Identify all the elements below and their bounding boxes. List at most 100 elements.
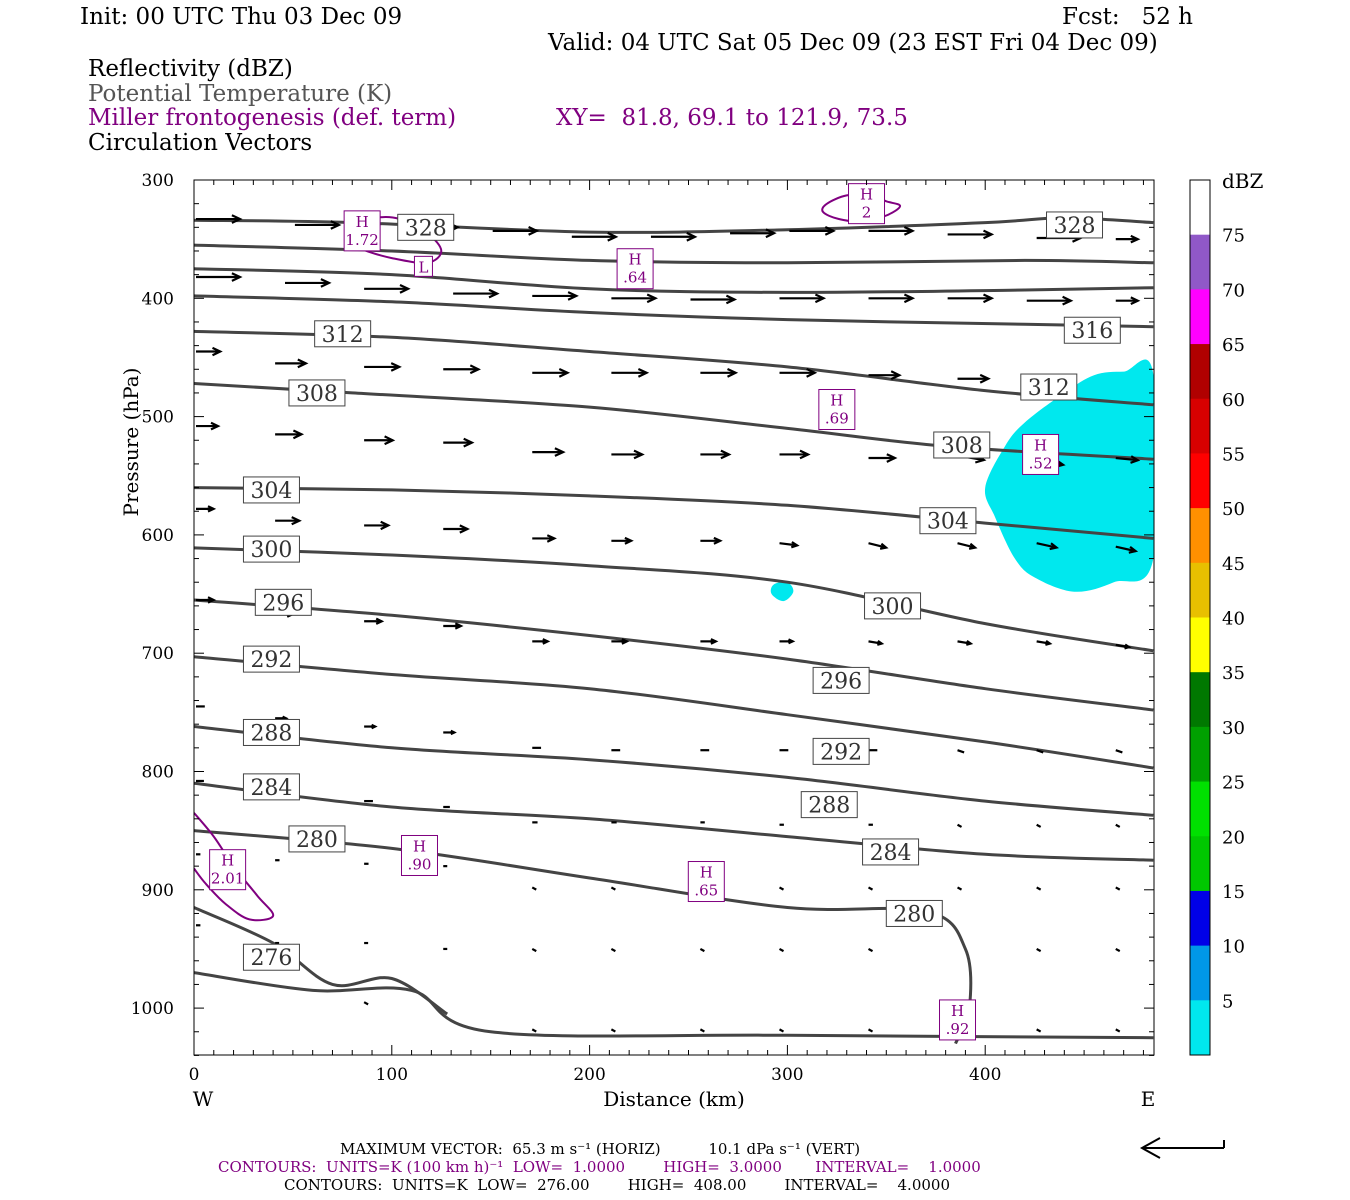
circulation-vector	[957, 373, 991, 384]
plot-frame	[193, 179, 1155, 1056]
theta-contour	[194, 598, 1154, 712]
label-text: H	[629, 251, 642, 269]
vector-shaft	[1115, 749, 1123, 754]
label-text: 2.01	[211, 870, 244, 888]
theta-contour	[194, 267, 1154, 294]
label-box	[939, 999, 977, 1041]
vector-shaft	[1115, 947, 1121, 953]
vector-shaft	[1036, 823, 1042, 828]
theta-contour-label: 276	[242, 943, 300, 971]
label-text: 280	[296, 828, 338, 853]
circulation-vector	[363, 1001, 369, 1006]
vector-head	[207, 596, 217, 604]
theta-contour-label: 296	[254, 588, 312, 616]
theta-contour	[194, 829, 973, 1045]
circulation-vector	[1026, 295, 1074, 306]
label-text: 292	[820, 740, 862, 765]
circulation-vector	[610, 947, 616, 953]
circulation-vector	[947, 229, 995, 240]
label-box	[242, 476, 300, 504]
cross-section-endpoints: XY= 81.8, 69.1 to 121.9, 73.5	[556, 105, 908, 131]
circulation-vector	[443, 622, 464, 630]
label-box	[343, 210, 381, 252]
theta-contour-label: 300	[242, 535, 300, 563]
circulation-vector	[956, 823, 963, 828]
vector-head	[463, 437, 475, 448]
circulation-vector	[868, 226, 916, 236]
vector-head	[1130, 296, 1141, 305]
circulation-vector	[957, 749, 965, 754]
theta-contour-label: 292	[812, 737, 870, 765]
circulation-vector	[443, 364, 481, 375]
vector-shaft	[778, 886, 785, 891]
label-text: H	[356, 213, 369, 231]
label-text: H	[860, 186, 873, 204]
theta-contour-label: 292	[242, 645, 300, 673]
vector-shaft	[867, 1028, 874, 1033]
colorbar-level-label: 60	[1222, 390, 1245, 411]
circulation-vector	[275, 516, 302, 526]
label-box	[885, 899, 943, 927]
circulation-vector	[611, 293, 659, 304]
circulation-vector	[1115, 545, 1139, 554]
reflectivity-region	[770, 581, 794, 602]
vector-shaft	[1115, 823, 1121, 828]
label-box	[413, 255, 433, 277]
vector-head	[380, 520, 391, 531]
label-text: .69	[825, 410, 849, 428]
colorbar-segment	[1190, 945, 1210, 1001]
label-text: 276	[250, 946, 292, 971]
vector-head	[765, 228, 777, 239]
circulation-vector	[196, 214, 243, 224]
colorbar-frame	[1189, 179, 1211, 1056]
field-frontogenesis-title: Miller frontogenesis (def. term)	[88, 105, 457, 131]
vector-shaft	[957, 542, 976, 549]
theta-contour-label: 280	[885, 899, 943, 927]
theta-contour-label: 304	[242, 476, 300, 504]
circulation-vector	[453, 288, 500, 299]
frontogenesis-max-label: L	[413, 255, 433, 277]
field-reflectivity-title: Reflectivity (dBZ)	[88, 56, 293, 82]
circulation-vector	[868, 542, 889, 550]
colorbar-level-label: 15	[1222, 882, 1245, 903]
colorbar-segment	[1190, 344, 1210, 400]
vector-head	[788, 638, 796, 645]
vector-head	[488, 288, 500, 299]
frontogenesis-max-label: H2.01	[209, 849, 247, 891]
label-box	[1046, 211, 1104, 239]
colorbar-title: dBZ	[1222, 169, 1264, 193]
vector-head	[607, 231, 619, 242]
label-box	[933, 431, 991, 459]
vector-head	[390, 362, 402, 372]
label-box	[1022, 433, 1060, 475]
theta-contour-label: 284	[862, 838, 920, 866]
label-text: H	[700, 864, 713, 882]
y-tick-label: 600	[142, 526, 174, 546]
vector-head	[886, 453, 898, 463]
theta-contour-label: 308	[288, 379, 346, 407]
label-text: .64	[623, 269, 647, 287]
vector-shaft	[363, 1001, 369, 1006]
circulation-vector	[285, 278, 332, 288]
vector-shaft	[778, 947, 785, 953]
vector-head	[231, 214, 243, 224]
label-text: 308	[296, 382, 338, 407]
theta-contour-label: 312	[1020, 373, 1078, 401]
vector-shaft	[868, 542, 887, 549]
circulation-vector	[730, 228, 777, 239]
colorbar-segment	[1190, 508, 1210, 564]
circulation-vector	[789, 226, 836, 236]
circulation-vector	[611, 368, 650, 378]
x-axis-east-label: E	[1141, 1087, 1156, 1111]
colorbar-segment	[1190, 672, 1210, 728]
vector-head	[1130, 455, 1141, 464]
colorbar-level-label: 70	[1222, 280, 1245, 301]
circulation-vector	[531, 1028, 537, 1033]
circulation-vector	[196, 421, 221, 431]
vector-shaft	[1036, 947, 1042, 953]
contour-label-layer: 328 328 316 312 312 308 308 304 304 300 300 296 296 2…	[209, 183, 1121, 1041]
circulation-vector	[956, 886, 963, 891]
circulation-vector	[532, 447, 566, 457]
vector-shaft	[610, 886, 616, 891]
circulation-vector	[196, 596, 217, 604]
